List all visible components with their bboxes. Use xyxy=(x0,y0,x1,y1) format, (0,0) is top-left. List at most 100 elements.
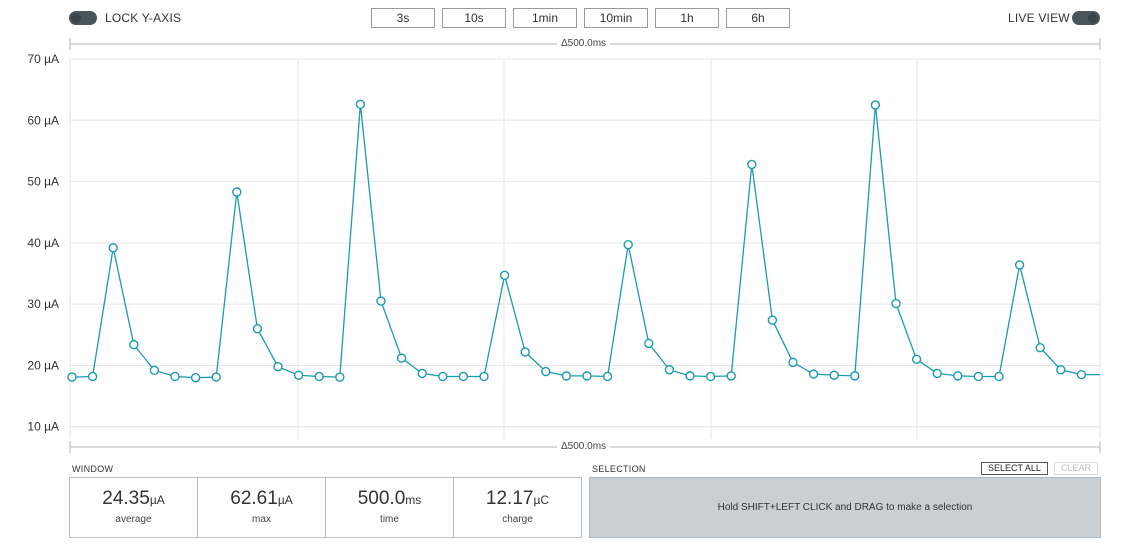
data-point xyxy=(438,371,448,382)
data-point xyxy=(541,366,551,377)
stat-time-value: 500.0 xyxy=(357,488,406,509)
data-point xyxy=(582,371,592,381)
stat-charge-caption: charge xyxy=(502,514,533,525)
y-tick-label: 10 µA xyxy=(27,420,59,434)
data-point xyxy=(417,368,427,379)
range-6h-button[interactable]: 6h xyxy=(726,8,790,28)
stat-time: 500.0ms time xyxy=(326,478,454,537)
stat-time-caption: time xyxy=(380,514,399,525)
data-point xyxy=(273,361,283,372)
y-tick-label: 50 µA xyxy=(27,175,59,189)
selection-section-label: SELECTION xyxy=(592,464,646,474)
data-point xyxy=(561,371,572,381)
data-point xyxy=(953,371,963,381)
data-point xyxy=(293,370,304,380)
data-point xyxy=(705,371,716,382)
clear-button[interactable]: CLEAR xyxy=(1054,462,1099,475)
data-point xyxy=(850,371,860,381)
chart-grid xyxy=(69,58,1101,439)
range-1min-button[interactable]: 1min xyxy=(513,8,577,28)
data-point xyxy=(190,373,201,383)
stat-max: 62.61µA max xyxy=(198,478,326,537)
range-10s-button[interactable]: 10s xyxy=(442,8,506,28)
data-point xyxy=(149,365,160,376)
range-3s-button[interactable]: 3s xyxy=(371,8,435,28)
data-point xyxy=(232,187,242,197)
data-point xyxy=(499,270,510,281)
data-point xyxy=(211,372,221,382)
stat-average-unit: µA xyxy=(149,493,165,507)
stat-max-value: 62.61 xyxy=(230,488,278,509)
data-point xyxy=(726,371,736,381)
data-point xyxy=(1014,260,1025,270)
data-point xyxy=(788,357,798,368)
stat-max-unit: µA xyxy=(277,493,293,507)
data-point xyxy=(994,371,1004,382)
data-point xyxy=(314,371,324,382)
stat-charge-unit: µC xyxy=(533,493,550,507)
data-point xyxy=(1076,369,1087,380)
select-all-button[interactable]: SELECT ALL xyxy=(981,462,1048,475)
range-1h-button[interactable]: 1h xyxy=(655,8,719,28)
data-point xyxy=(520,347,530,357)
stat-max-caption: max xyxy=(252,514,271,525)
data-point xyxy=(129,339,139,350)
y-tick-label: 40 µA xyxy=(27,236,59,250)
stat-average-caption: average xyxy=(115,514,152,525)
data-point xyxy=(808,369,819,379)
y-tick-label: 20 µA xyxy=(27,358,59,372)
data-point xyxy=(108,243,118,253)
data-point xyxy=(170,371,180,382)
window-section-label: WINDOW xyxy=(72,464,114,474)
lock-y-axis-label: LOCK Y-AXIS xyxy=(105,11,182,25)
data-point xyxy=(932,368,942,379)
selection-hint: Hold SHIFT+LEFT CLICK and DRAG to make a… xyxy=(717,502,973,513)
stat-average: 24.35µA average xyxy=(70,478,198,537)
data-point xyxy=(602,371,613,382)
data-point xyxy=(891,298,901,309)
data-point xyxy=(252,323,263,334)
data-point xyxy=(335,372,345,382)
lock-y-axis-toggle[interactable] xyxy=(69,11,97,25)
y-axis-ticks: 10 µA 20 µA 30 µA 40 µA 50 µA 60 µA 70 µA xyxy=(27,52,59,434)
current-chart[interactable]: 10 µA 20 µA 30 µA 40 µA 50 µA 60 µA 70 µA xyxy=(0,0,1129,460)
delta-markers xyxy=(69,38,1101,453)
toggle-knob-icon xyxy=(1088,13,1098,23)
stat-time-unit: ms xyxy=(405,493,422,507)
data-point xyxy=(973,371,984,382)
data-point xyxy=(870,100,881,110)
data-point xyxy=(644,338,654,349)
data-point xyxy=(829,370,839,380)
data-point xyxy=(1056,365,1066,375)
stat-charge-value: 12.17 xyxy=(485,488,534,509)
data-point xyxy=(458,371,469,382)
data-point xyxy=(67,372,77,382)
series-line xyxy=(71,104,1100,379)
stat-charge: 12.17µC charge xyxy=(454,478,581,537)
y-tick-label: 30 µA xyxy=(27,297,59,311)
delta-bottom-label: Δ500.0ms xyxy=(557,441,611,452)
series-points xyxy=(67,99,1087,383)
y-tick-label: 70 µA xyxy=(27,52,59,66)
live-view-toggle[interactable] xyxy=(1072,11,1100,25)
data-point xyxy=(664,365,675,375)
selection-area[interactable]: Hold SHIFT+LEFT CLICK and DRAG to make a… xyxy=(589,477,1101,538)
window-stats: 24.35µA average 62.61µA max 500.0ms time… xyxy=(69,477,582,538)
data-point xyxy=(623,240,633,250)
data-point xyxy=(1035,342,1045,353)
stat-average-value: 24.35 xyxy=(102,488,150,509)
data-point xyxy=(479,371,489,382)
data-point xyxy=(911,354,922,365)
toggle-knob-icon xyxy=(71,13,81,23)
data-point xyxy=(376,296,386,306)
data-point xyxy=(685,371,695,381)
data-point xyxy=(87,371,98,382)
live-view-label: LIVE VIEW xyxy=(1008,11,1070,25)
range-10min-button[interactable]: 10min xyxy=(584,8,648,28)
data-point xyxy=(396,353,407,363)
y-tick-label: 60 µA xyxy=(27,113,59,127)
data-point xyxy=(747,159,757,170)
data-point xyxy=(767,315,778,325)
delta-top-label: Δ500.0ms xyxy=(557,38,611,49)
data-point xyxy=(355,99,366,110)
